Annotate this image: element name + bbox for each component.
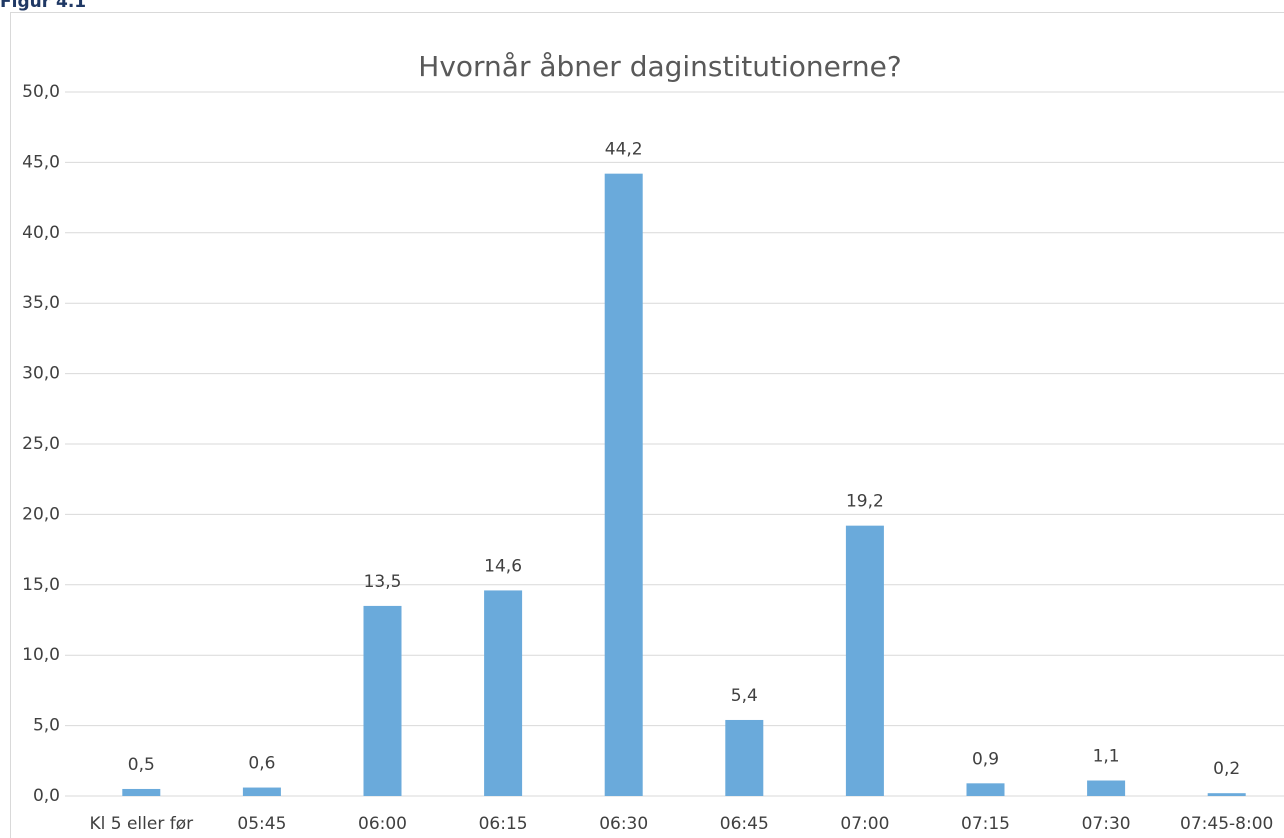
y-tick-label: 10,0 [22,645,60,665]
data-label: 0,5 [128,755,155,775]
bar [604,173,643,796]
y-tick-label: 35,0 [22,293,60,313]
x-tick-label: Kl 5 eller før [89,814,193,834]
y-tick-label: 15,0 [22,575,60,595]
y-tick-label: 30,0 [22,364,60,384]
y-tick-label: 40,0 [22,223,60,243]
bar [122,788,161,796]
x-tick-label: 07:30 [1082,814,1131,834]
bar [1207,793,1246,796]
data-label: 0,9 [972,749,999,769]
data-label: 44,2 [605,140,643,160]
data-label: 13,5 [364,572,402,592]
heading: Figur 4.1 [0,0,86,12]
y-tick-label: 45,0 [22,152,60,172]
bar [1087,780,1126,796]
y-tick-label: 50,0 [22,82,60,102]
bar [845,525,884,796]
data-label: 5,4 [731,686,758,706]
x-tick-label: 07:15 [961,814,1010,834]
x-tick-label: 06:00 [358,814,407,834]
x-tick-label: 07:45-8:00 [1180,814,1273,834]
chart-border [10,12,1284,838]
bar [484,590,523,796]
y-tick-label: 5,0 [33,716,60,736]
bar [363,605,402,796]
bar [966,783,1005,796]
x-tick-label: 06:15 [479,814,528,834]
bar [242,787,281,796]
data-label: 14,6 [484,556,522,576]
x-tick-label: 06:30 [599,814,648,834]
y-tick-label: 20,0 [22,504,60,524]
data-label: 0,2 [1213,759,1240,779]
bar [725,719,764,796]
y-tick-label: 0,0 [33,786,60,806]
x-tick-label: 05:45 [237,814,286,834]
chart-title: Hvornår åbner daginstitutionerne? [418,50,901,83]
x-tick-label: 06:45 [720,814,769,834]
data-label: 0,6 [248,754,275,774]
data-label: 19,2 [846,492,884,512]
y-tick-label: 25,0 [22,434,60,454]
data-label: 1,1 [1093,747,1120,767]
x-tick-label: 07:00 [840,814,889,834]
